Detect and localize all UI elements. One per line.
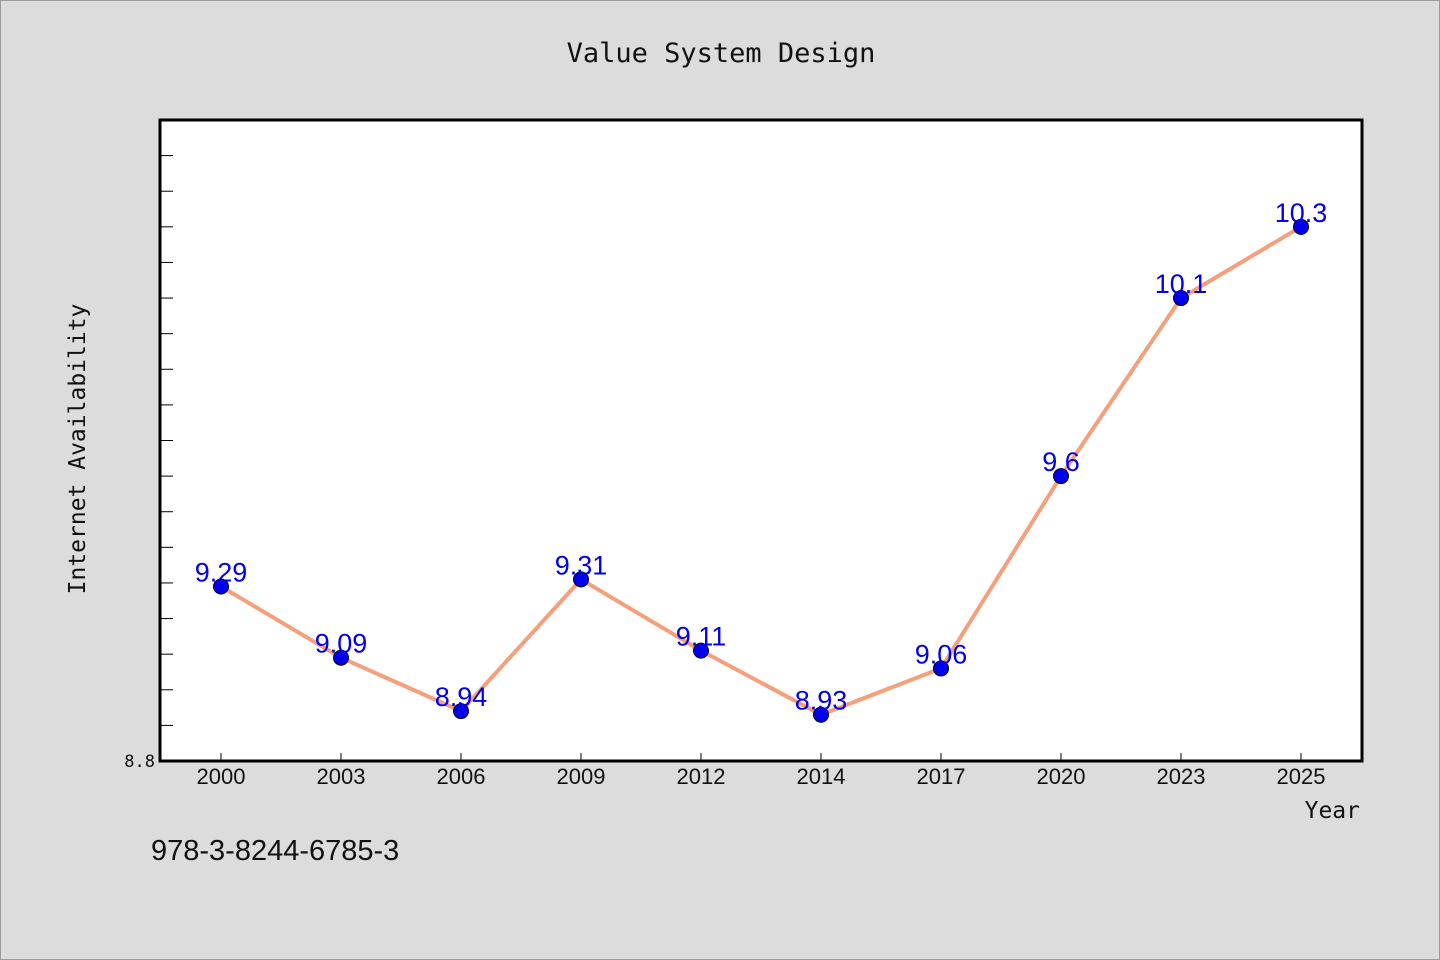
x-tick-label: 2006	[437, 764, 486, 789]
x-tick-label: 2023	[1157, 764, 1206, 789]
data-point-marker	[1293, 218, 1309, 235]
series-line	[219, 224, 1303, 717]
data-point-marker	[213, 578, 229, 595]
y-axis-title: Internet Availability	[65, 304, 91, 595]
x-tick-label: 2012	[677, 764, 726, 789]
x-axis-title: Year	[1305, 798, 1360, 824]
data-point-marker	[813, 706, 829, 723]
data-labels: 9.29 9.09 8.94 9.31 9.11 8.93 9.06 9.6 10.1 10.3	[195, 198, 1328, 716]
data-label: 9.29	[195, 558, 248, 588]
x-tick-label: 2020	[1037, 764, 1086, 789]
series-line-layer	[219, 224, 1303, 717]
plot-area	[158, 118, 1364, 763]
data-markers	[213, 218, 1309, 723]
y-tick-label: 8.8	[124, 752, 155, 772]
x-tick-label: 2003	[317, 764, 366, 789]
data-label: 9.11	[676, 622, 727, 652]
x-tick-label: 2009	[557, 764, 606, 789]
data-label: 9.09	[315, 629, 368, 659]
data-label: 9.6	[1042, 447, 1080, 477]
isbn-footer: 978-3-8244-6785-3	[151, 835, 400, 867]
data-point-marker	[1053, 468, 1069, 485]
data-point-marker	[573, 571, 589, 588]
x-tick-label: 2000	[197, 764, 246, 789]
x-tick-label: 2017	[917, 764, 966, 789]
x-tick-label: 2025	[1277, 764, 1326, 789]
data-label: 10.3	[1275, 198, 1328, 228]
chart-title: Value System Design	[567, 38, 876, 69]
data-point-marker	[693, 642, 709, 659]
data-point-marker	[933, 660, 949, 677]
data-label: 10.1	[1155, 269, 1208, 299]
data-point-marker	[453, 703, 469, 720]
y-axis-ticks: 8.8	[124, 155, 173, 772]
data-label: 9.31	[555, 550, 608, 580]
data-point-marker	[333, 649, 349, 666]
data-label: 8.94	[435, 682, 488, 712]
data-label: 9.06	[915, 639, 968, 669]
x-tick-label: 2014	[797, 764, 846, 789]
data-label: 8.93	[795, 686, 848, 716]
data-point-marker	[1173, 290, 1189, 307]
x-axis-ticks: 2000 2003 2006 2009 2012 2014 2017 2020 2023 2025	[197, 753, 1326, 789]
